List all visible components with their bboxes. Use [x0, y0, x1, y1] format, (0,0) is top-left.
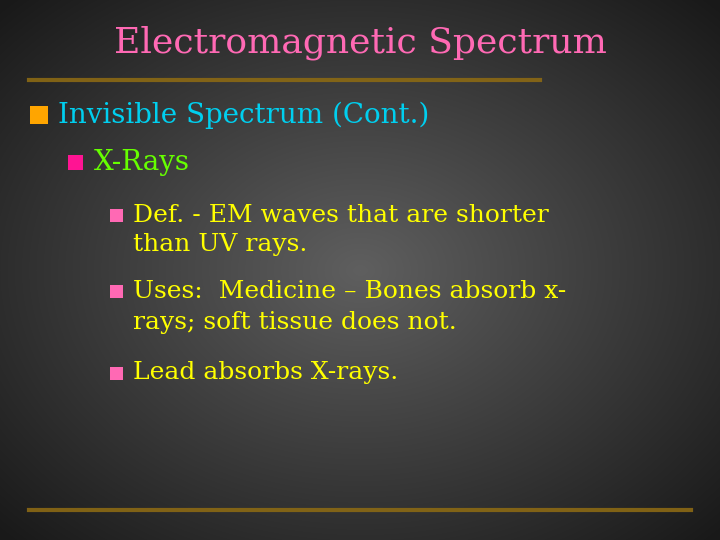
Text: than UV rays.: than UV rays. [133, 233, 307, 256]
Text: rays; soft tissue does not.: rays; soft tissue does not. [133, 310, 456, 334]
Text: Electromagnetic Spectrum: Electromagnetic Spectrum [114, 26, 606, 60]
Bar [110, 367, 123, 380]
Text: Lead absorbs X-rays.: Lead absorbs X-rays. [133, 361, 398, 384]
Bar [110, 285, 123, 298]
Bar [68, 155, 83, 170]
Text: Invisible Spectrum (Cont.): Invisible Spectrum (Cont.) [58, 102, 429, 129]
Bar [30, 106, 48, 124]
Text: Def. - EM waves that are shorter: Def. - EM waves that are shorter [133, 204, 549, 226]
Text: X-Rays: X-Rays [94, 148, 190, 176]
Text: Uses:  Medicine – Bones absorb x-: Uses: Medicine – Bones absorb x- [133, 280, 566, 302]
Bar [110, 209, 123, 222]
